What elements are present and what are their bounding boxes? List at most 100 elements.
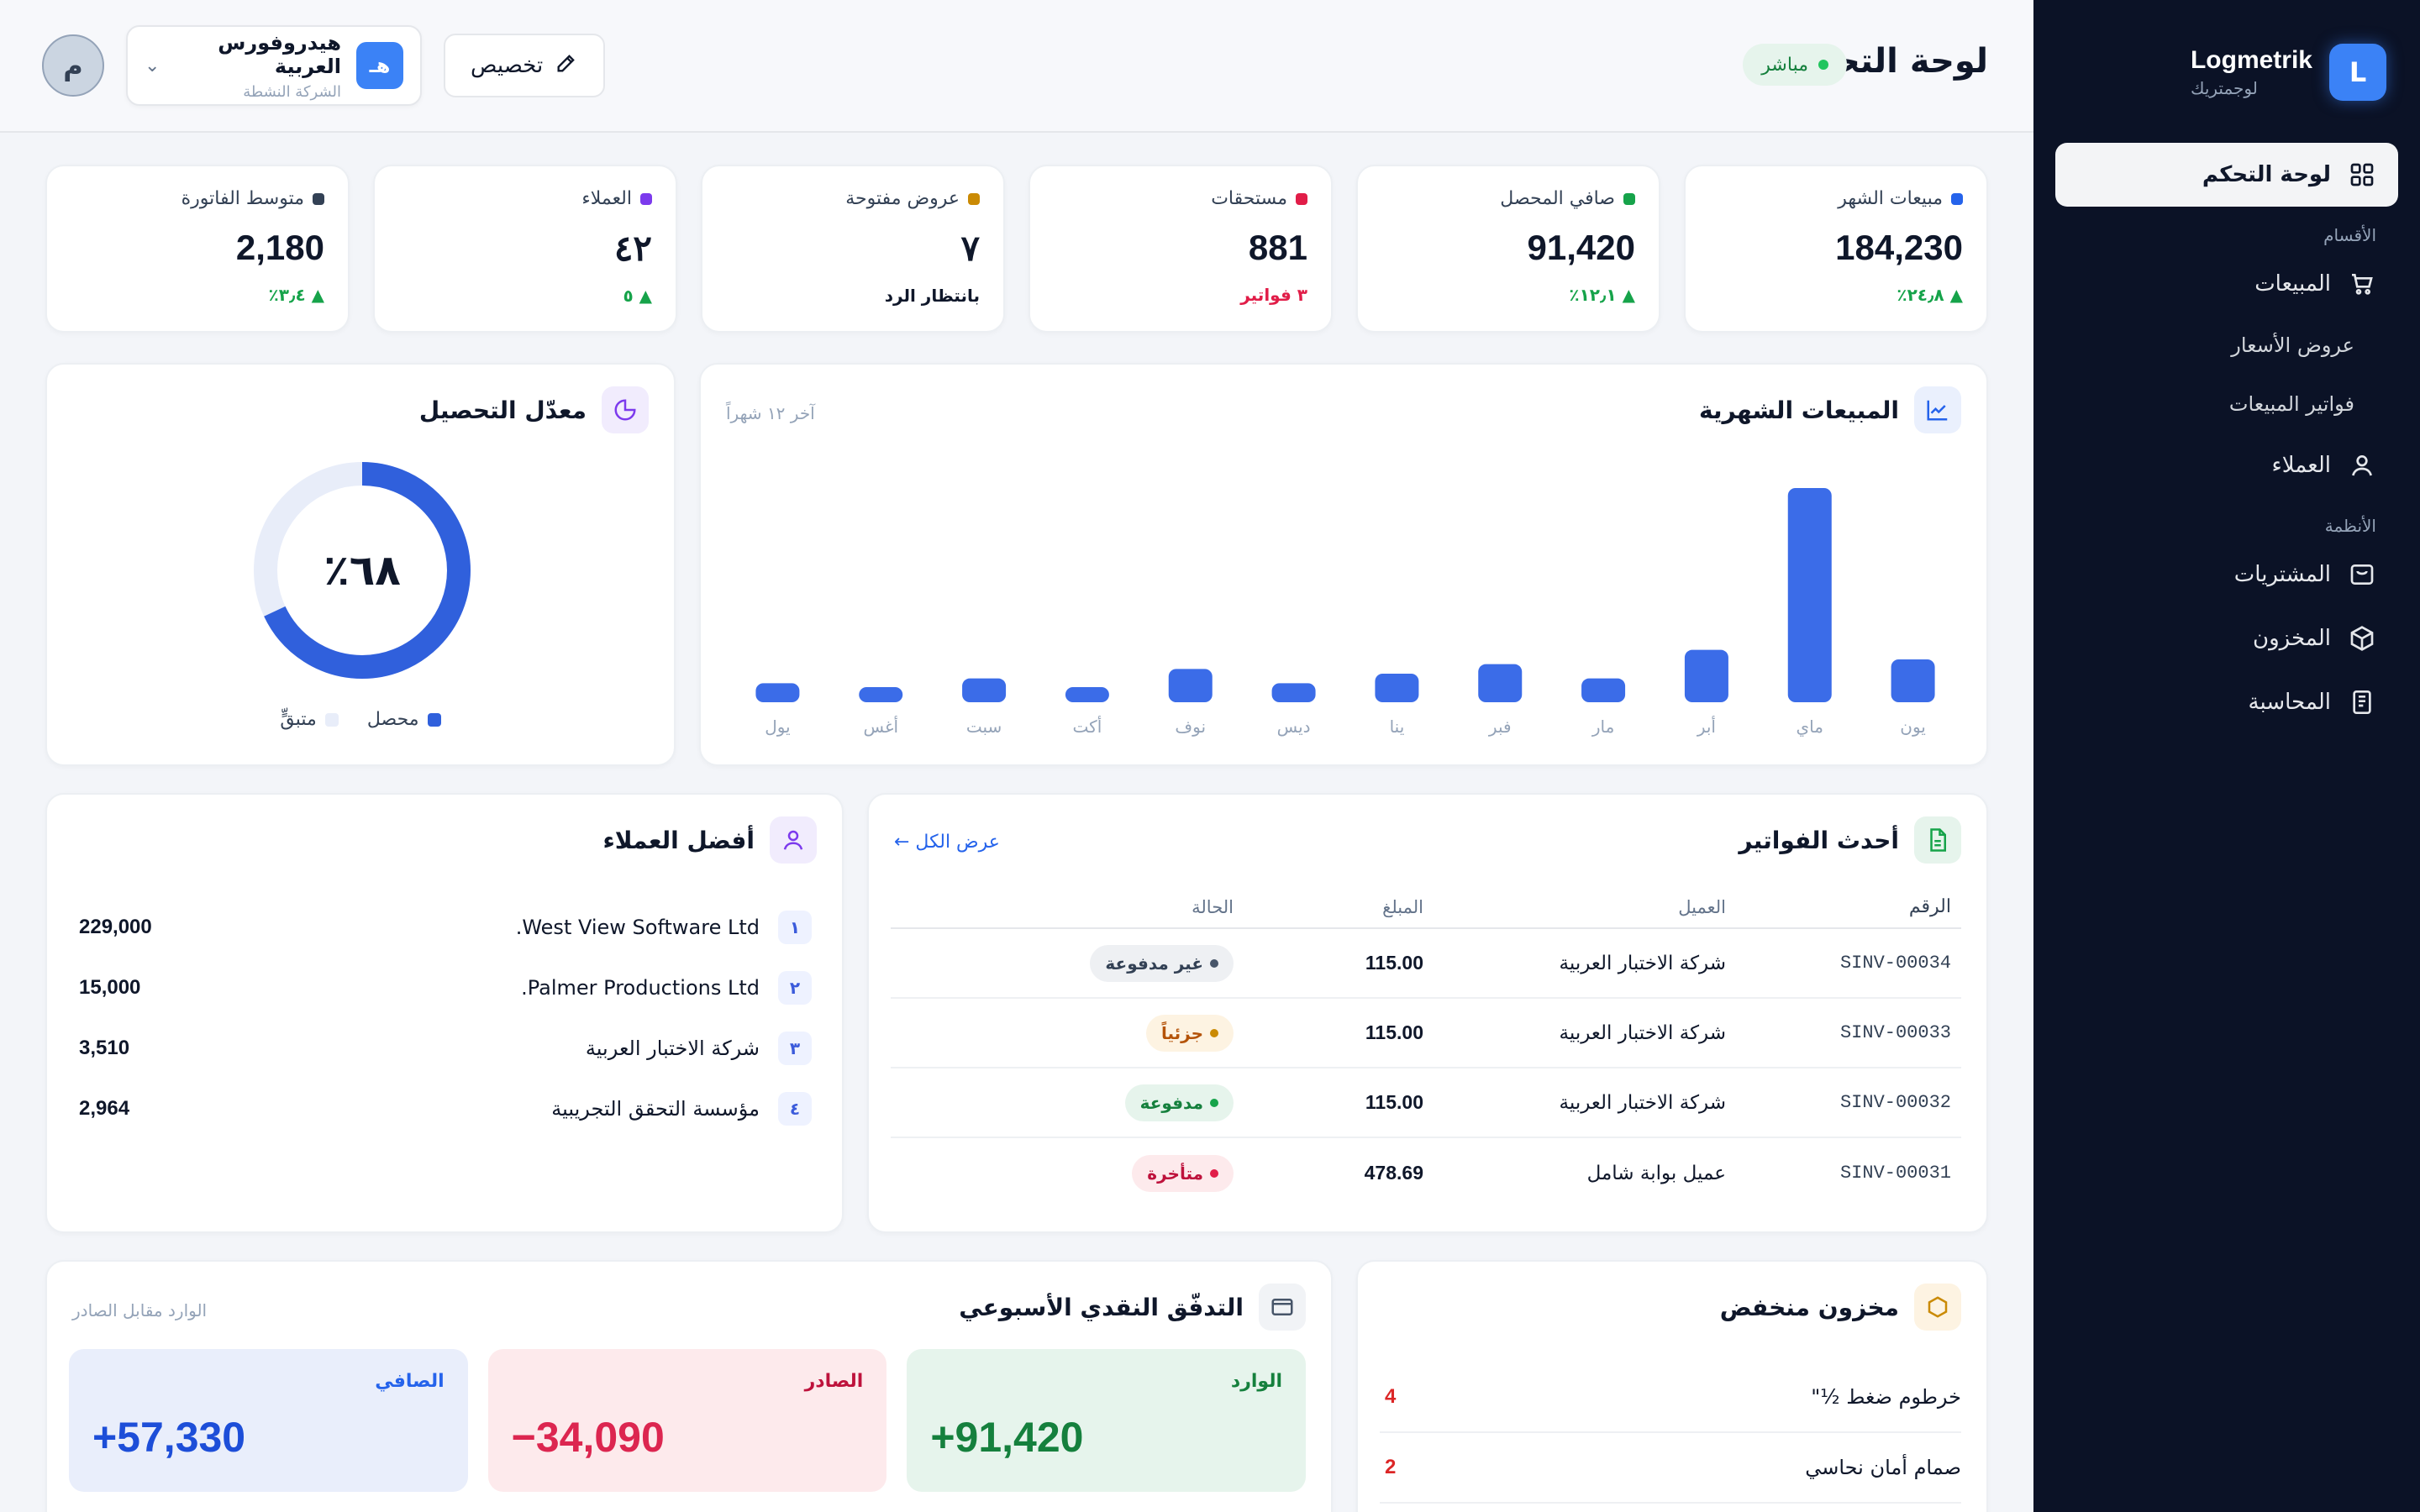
bar-2[interactable]	[1684, 649, 1728, 702]
cash-net-box[interactable]: الصافي +57,330	[68, 1349, 468, 1492]
status-badge: جزئياً	[1145, 1014, 1234, 1052]
sidebar-item-dashboard[interactable]: لوحة التحكم	[2055, 143, 2398, 207]
kpi-card[interactable]: مبيعات الشهر 184,230 ▲ ٢٤٫٨٪	[1684, 165, 1988, 333]
company-switcher[interactable]: ⌄ هيدروفورس العربية الشركة النشطة هـ	[126, 25, 422, 106]
sidebar-item-accounting[interactable]: المحاسبة	[2055, 670, 2398, 734]
bar-0[interactable]	[1891, 659, 1935, 702]
x-tick-label: سبت	[966, 717, 1002, 737]
customer-value: 15,000	[79, 976, 141, 999]
cash-net-label: الصافي	[375, 1371, 445, 1392]
sidebar-section-label: الأنظمة	[2324, 516, 2376, 536]
pencil-icon	[555, 51, 578, 81]
sidebar-section-label: الأقسام	[2323, 225, 2376, 245]
x-tick-label: أكت	[1073, 716, 1102, 737]
card-hint: آخر ١٢ شهراً	[726, 403, 815, 423]
customer-value: 3,510	[79, 1037, 130, 1059]
kpi-dot-icon	[640, 192, 652, 205]
user-avatar[interactable]: م	[42, 34, 104, 97]
brand-logo: L	[2329, 44, 2386, 101]
column-header: الرقم	[1908, 897, 1951, 918]
bar-6[interactable]	[1271, 683, 1316, 702]
bar-5[interactable]	[1375, 674, 1419, 702]
legend-swatch	[324, 713, 339, 727]
invoice-customer: عميل بوابة شامل	[1586, 1162, 1726, 1184]
cash-out-value: −34,090	[511, 1414, 665, 1461]
hexagon-icon	[1914, 1284, 1961, 1331]
table-row[interactable]: SINV-00034 شركة الاختبار العربية 115.00 …	[891, 929, 1961, 999]
column-header: المبلغ	[1382, 897, 1423, 917]
low-stock-list: خرطوم ضغط ½" 4 صمام أمان نحاسي 2	[1380, 1362, 1961, 1504]
sidebar-item-quotations[interactable]: عروض الأسعار	[2231, 333, 2354, 357]
legend-label: متبقٍّ	[280, 709, 317, 730]
bar-3[interactable]	[1581, 678, 1626, 702]
list-item[interactable]: ٣ شركة الاختبار العربية 3,510	[72, 1018, 812, 1079]
weekly-cashflow-card: التدفّق النقدي الأسبوعي الوارد مقابل الص…	[45, 1260, 1333, 1512]
invoice-number: SINV-00034	[1839, 953, 1951, 974]
cash-in-box[interactable]: الوارد +91,420	[907, 1349, 1306, 1492]
kpi-card[interactable]: متوسط الفاتورة 2,180 ▲ ٣٫٤٪	[45, 165, 350, 333]
sidebar-item-sales[interactable]: المبيعات	[2055, 252, 2398, 316]
list-item[interactable]: خرطوم ضغط ½" 4	[1380, 1362, 1961, 1433]
bar-11[interactable]	[755, 683, 800, 702]
bar-8[interactable]	[1065, 687, 1109, 702]
x-tick-label: نوف	[1175, 717, 1206, 737]
x-tick-label: يون	[1900, 717, 1926, 737]
column-header: الحالة	[1192, 897, 1234, 917]
list-item[interactable]: ٢ Palmer Productions Ltd. 15,000	[72, 958, 812, 1018]
sidebar-item-label: المبيعات	[2254, 271, 2331, 297]
sidebar-item-label: المشتريات	[2233, 562, 2331, 587]
company-subtitle: الشركة النشطة	[243, 82, 341, 101]
table-row[interactable]: SINV-00031 عميل بوابة شامل 478.69 متأخرة	[891, 1138, 1961, 1208]
list-item[interactable]: ٤ مؤسسة التحقق التجريبية 2,964	[72, 1079, 812, 1139]
bar-4[interactable]	[1478, 664, 1523, 702]
customize-button[interactable]: تخصيص	[444, 34, 606, 97]
kpi-card[interactable]: مستحقات 881 ٣ فواتير	[1028, 165, 1333, 333]
legend-remaining: متبقٍّ	[280, 709, 339, 730]
box-icon	[2348, 624, 2376, 653]
bar-10[interactable]	[859, 687, 903, 702]
card-title: أفضل العملاء	[602, 826, 755, 854]
kpi-card[interactable]: صافي المحصل 91,420 ▲ ١٢٫١٪	[1356, 165, 1660, 333]
rank-badge: ٣	[778, 1032, 812, 1065]
kpi-card[interactable]: العملاء ٤٢ ▲ ٥	[373, 165, 677, 333]
table-row[interactable]: SINV-00032 شركة الاختبار العربية 115.00 …	[891, 1068, 1961, 1138]
kpi-card[interactable]: عروض مفتوحة ٧ بانتظار الرد	[701, 165, 1005, 333]
sidebar-item-customers[interactable]: العملاء	[2055, 433, 2398, 497]
collection-percent: ٦٨٪	[324, 546, 401, 595]
kpi-value: ٧	[960, 228, 980, 268]
customer-name: مؤسسة التحقق التجريبية	[551, 1097, 760, 1121]
sidebar-item-label: العملاء	[2271, 453, 2331, 478]
customer-value: 229,000	[79, 916, 152, 938]
collection-donut	[254, 462, 471, 679]
brand[interactable]: L Logmetrik لوجمتريك	[2191, 44, 2386, 101]
invoice-customer: شركة الاختبار العربية	[1559, 1091, 1726, 1114]
company-logo: هـ	[356, 42, 403, 89]
table-row[interactable]: SINV-00033 شركة الاختبار العربية 115.00 …	[891, 999, 1961, 1068]
brand-name: Logmetrik	[2190, 46, 2312, 74]
view-all-link[interactable]: عرض الكل ←	[894, 832, 1000, 853]
sidebar-item-purchases[interactable]: المشتريات	[2055, 543, 2398, 606]
sidebar-item-inventory[interactable]: المخزون	[2055, 606, 2398, 670]
cash-in-value: +91,420	[930, 1414, 1084, 1461]
item-quantity: 2	[1385, 1456, 1397, 1478]
wallet-icon	[1259, 1284, 1306, 1331]
sidebar-item-sales-invoices[interactable]: فواتير المبيعات	[2228, 392, 2354, 416]
list-item[interactable]: ١ West View Software Ltd. 229,000	[72, 897, 812, 958]
kpi-value: 184,230	[1835, 228, 1963, 267]
cash-out-box[interactable]: الصادر −34,090	[487, 1349, 887, 1492]
x-tick-label: مار	[1591, 717, 1614, 737]
status-badge: غير مدفوعة	[1090, 944, 1234, 982]
line-chart-icon	[1914, 386, 1961, 433]
invoice-amount: 478.69	[1364, 1162, 1423, 1184]
grid-icon	[2348, 160, 2376, 189]
bar-9[interactable]	[962, 678, 1007, 702]
list-item[interactable]: صمام أمان نحاسي 2	[1380, 1433, 1961, 1504]
kpi-delta: ٣ فواتير	[1240, 285, 1307, 305]
customer-name: Palmer Productions Ltd.	[521, 976, 760, 1000]
x-tick-label: يول	[765, 717, 790, 737]
donut-collected-arc	[254, 462, 471, 679]
customize-label: تخصيص	[471, 53, 544, 78]
bar-1[interactable]	[1787, 488, 1832, 702]
sidebar-nav: لوحة التحكم الأقسام المبيعات عروض الأسعا…	[2055, 143, 2398, 734]
bar-7[interactable]	[1168, 669, 1213, 702]
